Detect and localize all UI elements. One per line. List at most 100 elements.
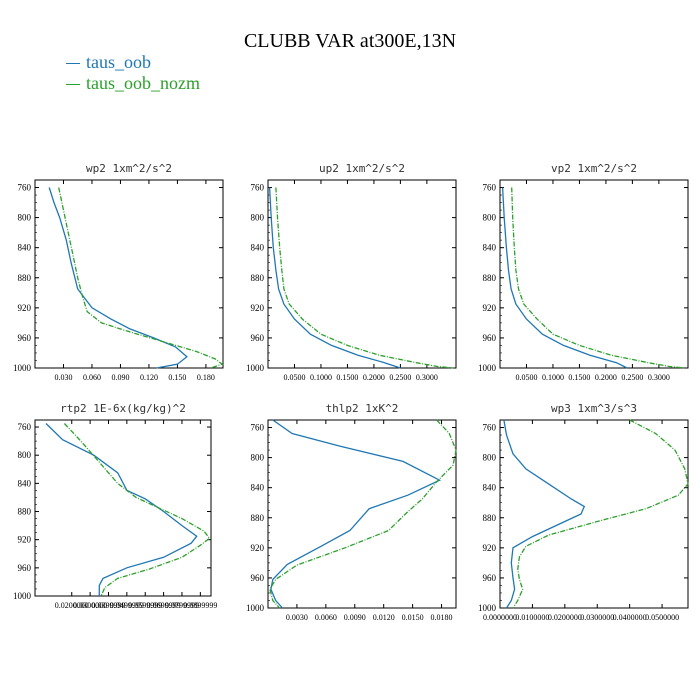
y-tick-label: 880 <box>18 273 32 283</box>
legend-label: taus_oob <box>86 52 151 72</box>
x-tick-label: 0.090 <box>111 373 129 382</box>
panel-title: wp3 1xm^3/s^3 <box>551 402 637 415</box>
legend-label: taus_oob_nozm <box>86 73 200 93</box>
series-line-taus-oob-nozm <box>512 419 689 609</box>
y-tick-label: 880 <box>251 513 265 523</box>
x-tick-label: 0.2000 <box>595 373 617 382</box>
y-tick-label: 1000 <box>478 363 497 373</box>
y-tick-label: 880 <box>483 513 497 523</box>
series-line-taus-oob-nozm <box>58 187 224 369</box>
x-tick-label: 0.0300000 <box>580 613 614 622</box>
y-tick-label: 760 <box>251 423 265 433</box>
y-tick-label: 920 <box>483 303 497 313</box>
y-tick-label: 760 <box>18 183 32 193</box>
y-tick-label: 920 <box>251 543 265 553</box>
legend-item-taus-oob: taus_oob <box>66 52 151 72</box>
y-tick-label: 920 <box>251 303 265 313</box>
x-tick-label: 0.3000 <box>416 373 438 382</box>
panel-5: wp3 1xm^3/s^3 760 800 840 880 920 960 10000.000… <box>478 402 689 622</box>
x-tick-label: 0.0030 <box>286 613 308 622</box>
figure-title: CLUBB VAR at300E,13N <box>243 30 457 52</box>
plot-frame <box>34 419 212 597</box>
series-line-taus-oob-nozm <box>63 423 211 597</box>
y-tick-label: 840 <box>18 243 32 253</box>
x-tick-label: 0.1000 <box>310 373 332 382</box>
y-tick-label: 920 <box>18 535 32 545</box>
panel-title: up2 1xm^2/s^2 <box>319 162 405 175</box>
y-tick-label: 880 <box>251 273 265 283</box>
x-tick-label: 0.0300000 <box>73 601 107 610</box>
x-tick-label: 0.0180 <box>431 613 453 622</box>
y-tick-label: 840 <box>483 483 497 493</box>
series-line-taus-oob <box>268 187 401 369</box>
y-tick-label: 960 <box>251 573 265 583</box>
y-tick-label: 800 <box>18 450 32 460</box>
y-tick-label: 960 <box>18 563 32 573</box>
y-tick-label: 880 <box>18 507 32 517</box>
legend-item-taus-oob-nozm: taus_oob_nozm <box>66 73 200 93</box>
x-tick-label: 0.0150 <box>402 613 424 622</box>
plot-frame <box>499 179 689 369</box>
x-tick-label: 0.1500 <box>568 373 590 382</box>
panel-0: wp2 1xm^2/s^2 760 800 840 880 920 960 1000 0.030… <box>13 162 224 382</box>
y-tick-label: 1000 <box>246 603 265 613</box>
y-tick-label: 840 <box>251 243 265 253</box>
panel-3: rtp2 1E-6x(kg/kg)^2 760 800 840 880 920 960 100… <box>13 402 217 610</box>
y-tick-label: 880 <box>483 273 497 283</box>
x-tick-label: 0.0500 <box>283 373 305 382</box>
x-tick-label: 0.2000 <box>363 373 385 382</box>
x-tick-label: 0.180 <box>197 373 215 382</box>
x-tick-label: 0.0400000 <box>613 613 647 622</box>
y-tick-label: 920 <box>18 303 32 313</box>
x-tick-label: 0.060 <box>83 373 101 382</box>
x-tick-label: 0.0100000 <box>515 613 549 622</box>
panel-title: rtp2 1E-6x(kg/kg)^2 <box>60 402 186 415</box>
x-tick-label: 0.0500000 <box>645 613 679 622</box>
y-tick-label: 800 <box>483 453 497 463</box>
x-tick-label: 0.0060 <box>315 613 337 622</box>
y-tick-label: 960 <box>18 333 32 343</box>
y-tick-label: 840 <box>251 483 265 493</box>
panel-2: vp2 1xm^2/s^2 760 800 840 880 920 960 1000 0.050… <box>478 162 689 382</box>
x-tick-label: 0.1500 <box>336 373 358 382</box>
y-tick-label: 960 <box>483 333 497 343</box>
x-tick-label: 0.0599999 <box>128 601 162 610</box>
y-tick-label: 800 <box>251 213 265 223</box>
x-tick-label: 0.0200000 <box>55 601 89 610</box>
series-line-taus-oob <box>48 187 188 369</box>
y-tick-label: 760 <box>483 183 497 193</box>
panel-1: up2 1xm^2/s^2 760 800 840 880 920 960 1000 0.050… <box>246 162 457 382</box>
series-line-taus-oob <box>270 419 442 609</box>
y-tick-label: 840 <box>18 478 32 488</box>
y-tick-label: 1000 <box>478 603 497 613</box>
y-tick-label: 760 <box>483 423 497 433</box>
plot-frame <box>34 179 224 369</box>
x-tick-label: 0.0899999 <box>183 601 217 610</box>
x-tick-label: 0.0799999 <box>165 601 199 610</box>
panel-title: wp2 1xm^2/s^2 <box>86 162 172 175</box>
panel-title: thlp2 1xK^2 <box>326 402 399 415</box>
y-tick-label: 920 <box>483 543 497 553</box>
y-tick-label: 800 <box>251 453 265 463</box>
x-tick-label: 0.3000 <box>648 373 670 382</box>
y-tick-label: 840 <box>483 243 497 253</box>
series-line-taus-oob <box>501 187 628 369</box>
x-tick-label: 0.0399999 <box>91 601 125 610</box>
x-tick-label: 0.0499999 <box>110 601 144 610</box>
series-line-taus-oob <box>503 419 586 609</box>
x-tick-label: 0.0090 <box>344 613 366 622</box>
series-line-taus-oob-nozm <box>511 187 686 369</box>
y-tick-label: 1000 <box>246 363 265 373</box>
plot-frame <box>267 419 457 609</box>
series-line-taus-oob-nozm <box>269 419 457 609</box>
y-tick-label: 800 <box>483 213 497 223</box>
x-tick-label: 0.150 <box>168 373 186 382</box>
y-tick-label: 1000 <box>13 591 32 601</box>
series-line-taus-oob <box>45 423 198 596</box>
x-tick-label: 0.2500 <box>389 373 411 382</box>
x-tick-label: 0.2500 <box>621 373 643 382</box>
y-tick-label: 960 <box>251 333 265 343</box>
series-line-taus-oob-nozm <box>275 187 454 369</box>
y-tick-label: 760 <box>18 422 32 432</box>
